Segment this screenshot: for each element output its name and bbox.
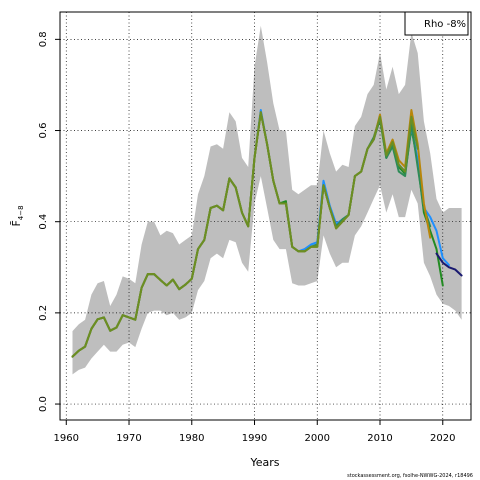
x-tick-label: 1970 — [116, 433, 141, 444]
y-tick-label: 0.0 — [38, 396, 49, 412]
x-tick-label: 2010 — [367, 433, 392, 444]
confidence-band-layer — [72, 25, 462, 375]
series-line-6 — [71, 111, 419, 358]
svg-text:F̄4−8: F̄4−8 — [10, 205, 25, 226]
y-axis-title: F̄4−8 — [10, 205, 25, 226]
y-tick-label: 0.8 — [38, 31, 49, 47]
y-tick-label: 0.6 — [38, 123, 49, 139]
confidence-band — [72, 25, 462, 375]
legend: Rho -8% — [404, 11, 469, 36]
plot-frame — [59, 11, 472, 421]
axes-layer: 1960 1970 1980 1990 2000 2010 2020 0.0 0.2 0.4 0.6… — [38, 31, 455, 444]
x-tick-label: 1980 — [179, 433, 204, 444]
legend-text: Rho -8% — [424, 19, 466, 30]
x-tick-label: 1990 — [242, 433, 267, 444]
x-tick-label: 2020 — [430, 433, 455, 444]
y-tick-label: 0.4 — [38, 214, 49, 230]
x-axis-title: Years — [249, 456, 279, 469]
y-tick-label: 0.2 — [38, 305, 49, 321]
series-layer — [71, 109, 463, 358]
credit-text: stockassessment.org, fsolhe-NWWG-2024, r… — [347, 473, 473, 479]
series-line-3 — [435, 252, 463, 277]
y-axis-title-subscript: 4−8 — [17, 205, 25, 220]
legend-box — [404, 11, 469, 36]
x-tick-label: 1960 — [54, 433, 79, 444]
grid-layer — [60, 12, 471, 420]
x-tick-label: 2000 — [305, 433, 330, 444]
y-axis-title-main: F̄ — [10, 220, 23, 226]
